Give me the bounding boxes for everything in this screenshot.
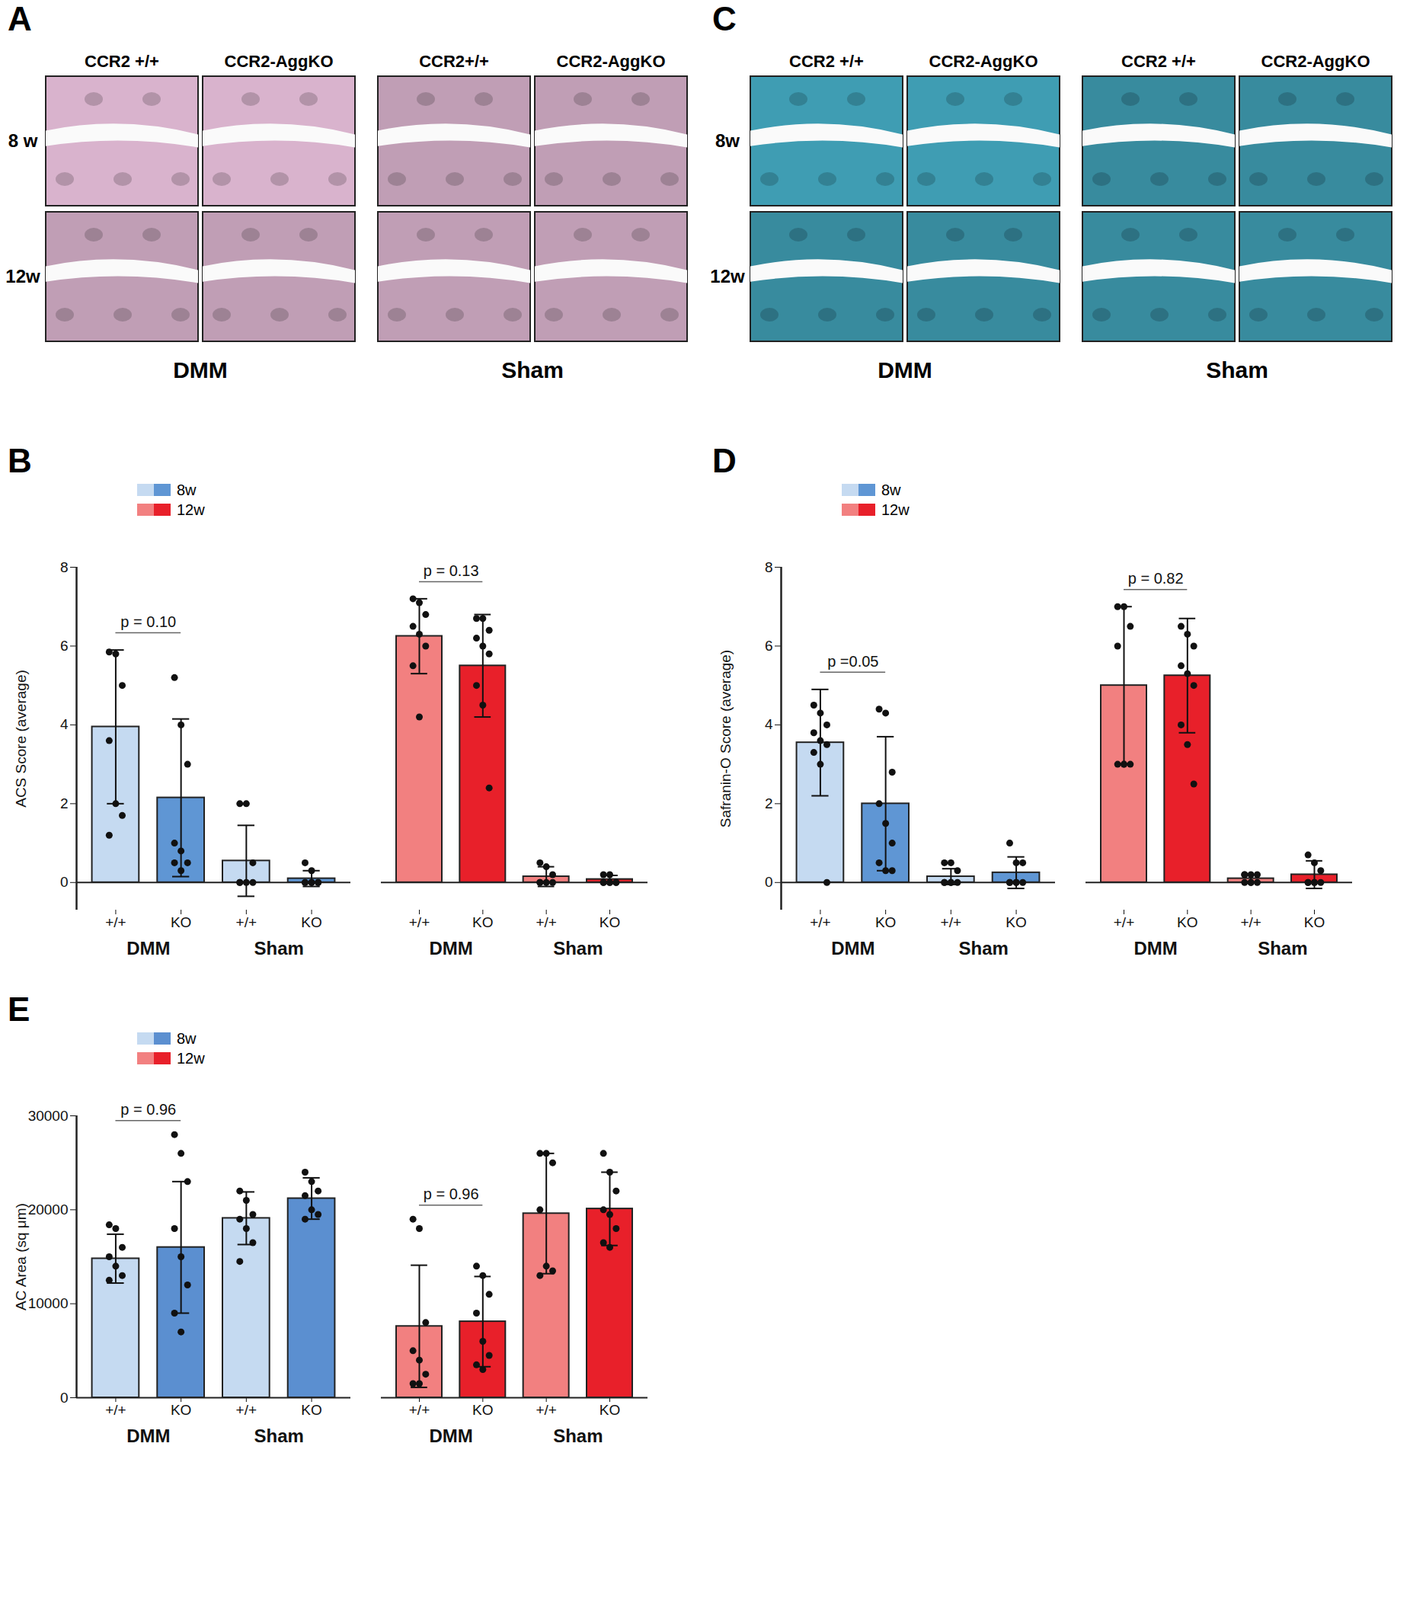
svg-text:+/+: +/+: [809, 914, 831, 931]
svg-text:8 w: 8 w: [8, 130, 39, 151]
svg-text:+/+: +/+: [535, 1401, 557, 1418]
html-text:A: A: [7, 0, 32, 38]
svg-text:Sham: Sham: [1205, 357, 1269, 383]
svg-text:KO: KO: [170, 914, 192, 931]
svg-text:CCR2+/+: CCR2+/+: [418, 51, 490, 71]
svg-text:KO: KO: [1005, 914, 1027, 931]
svg-text:+/+: +/+: [105, 1401, 126, 1418]
svg-text:DMM: DMM: [831, 937, 875, 959]
svg-text:12w: 12w: [5, 265, 41, 287]
html-text:8w: 8w: [176, 481, 197, 498]
svg-text:+/+: +/+: [409, 914, 430, 931]
svg-text:CCR2-AggKO: CCR2-AggKO: [556, 51, 666, 71]
svg-text:+/+: +/+: [105, 914, 126, 931]
svg-text:CCR2-AggKO: CCR2-AggKO: [224, 51, 334, 71]
svg-text:p =0.05: p =0.05: [827, 652, 879, 670]
svg-text:8w: 8w: [715, 130, 740, 151]
svg-text:CCR2-AggKO: CCR2-AggKO: [929, 51, 1039, 71]
svg-text:KO: KO: [300, 1401, 322, 1418]
svg-text:p = 0.13: p = 0.13: [423, 562, 480, 579]
svg-text:Sham: Sham: [553, 1425, 603, 1446]
svg-text:+/+: +/+: [236, 914, 257, 931]
html-text:8w: 8w: [176, 1029, 197, 1047]
svg-text:6: 6: [60, 637, 69, 654]
svg-text:AC Area (sq μm): AC Area (sq μm): [12, 1202, 29, 1311]
svg-text:10000: 10000: [28, 1294, 69, 1311]
svg-text:CCR2 +/+: CCR2 +/+: [1121, 51, 1196, 71]
svg-text:ACS Score (average): ACS Score (average): [12, 669, 29, 808]
svg-text:DMM: DMM: [429, 937, 474, 959]
svg-text:DMM: DMM: [1134, 937, 1178, 959]
svg-text:KO: KO: [472, 914, 493, 931]
svg-text:+/+: +/+: [535, 914, 557, 931]
svg-text:+/+: +/+: [1240, 914, 1261, 931]
html-text:8w: 8w: [881, 481, 901, 498]
svg-text:+/+: +/+: [940, 914, 962, 931]
html-text:12w: 12w: [176, 1049, 205, 1067]
svg-text:p = 0.96: p = 0.96: [120, 1100, 176, 1118]
svg-text:p = 0.82: p = 0.82: [1128, 569, 1184, 587]
svg-text:+/+: +/+: [409, 1401, 430, 1418]
svg-text:4: 4: [764, 716, 774, 733]
svg-text:KO: KO: [1176, 914, 1198, 931]
svg-text:6: 6: [764, 637, 774, 654]
svg-text:Sham: Sham: [501, 357, 564, 383]
svg-text:Sham: Sham: [1257, 937, 1308, 959]
svg-text:CCR2 +/+: CCR2 +/+: [84, 51, 160, 71]
svg-text:DMM: DMM: [172, 357, 228, 383]
svg-text:KO: KO: [170, 1401, 192, 1418]
html-text:D: D: [712, 441, 737, 480]
svg-text:KO: KO: [1304, 914, 1325, 931]
svg-text:2: 2: [60, 795, 69, 812]
svg-text:Sham: Sham: [254, 1425, 304, 1446]
svg-text:CCR2-AggKO: CCR2-AggKO: [1261, 51, 1371, 71]
svg-text:8: 8: [60, 559, 69, 576]
svg-text:Sham: Sham: [959, 937, 1009, 959]
svg-text:+/+: +/+: [1113, 914, 1135, 931]
html-text:C: C: [712, 0, 737, 38]
svg-text:30000: 30000: [28, 1107, 69, 1124]
svg-text:0: 0: [764, 873, 774, 890]
svg-text:Sham: Sham: [254, 937, 304, 959]
svg-text:p = 0.96: p = 0.96: [423, 1185, 480, 1203]
svg-text:0: 0: [60, 873, 69, 890]
html-text:12w: 12w: [881, 500, 910, 518]
svg-text:KO: KO: [300, 914, 322, 931]
svg-text:+/+: +/+: [236, 1401, 257, 1418]
svg-text:KO: KO: [472, 1401, 493, 1418]
svg-text:KO: KO: [599, 1401, 621, 1418]
svg-text:DMM: DMM: [126, 937, 170, 959]
svg-text:2: 2: [764, 795, 774, 812]
svg-text:0: 0: [60, 1389, 69, 1406]
svg-text:DMM: DMM: [429, 1425, 474, 1446]
svg-text:Safranin-O Score (average): Safranin-O Score (average): [717, 649, 734, 828]
svg-text:DMM: DMM: [877, 357, 933, 383]
svg-text:p = 0.10: p = 0.10: [120, 613, 176, 630]
html-text:12w: 12w: [176, 500, 205, 518]
svg-text:Sham: Sham: [553, 937, 603, 959]
svg-text:8: 8: [764, 559, 774, 576]
svg-text:12w: 12w: [709, 265, 745, 287]
svg-text:4: 4: [60, 716, 69, 733]
svg-text:20000: 20000: [28, 1201, 69, 1218]
svg-text:KO: KO: [599, 914, 621, 931]
html-text:E: E: [7, 990, 31, 1028]
svg-text:KO: KO: [875, 914, 896, 931]
svg-text:CCR2 +/+: CCR2 +/+: [789, 51, 864, 71]
svg-text:DMM: DMM: [126, 1425, 170, 1446]
html-text:B: B: [7, 441, 32, 480]
